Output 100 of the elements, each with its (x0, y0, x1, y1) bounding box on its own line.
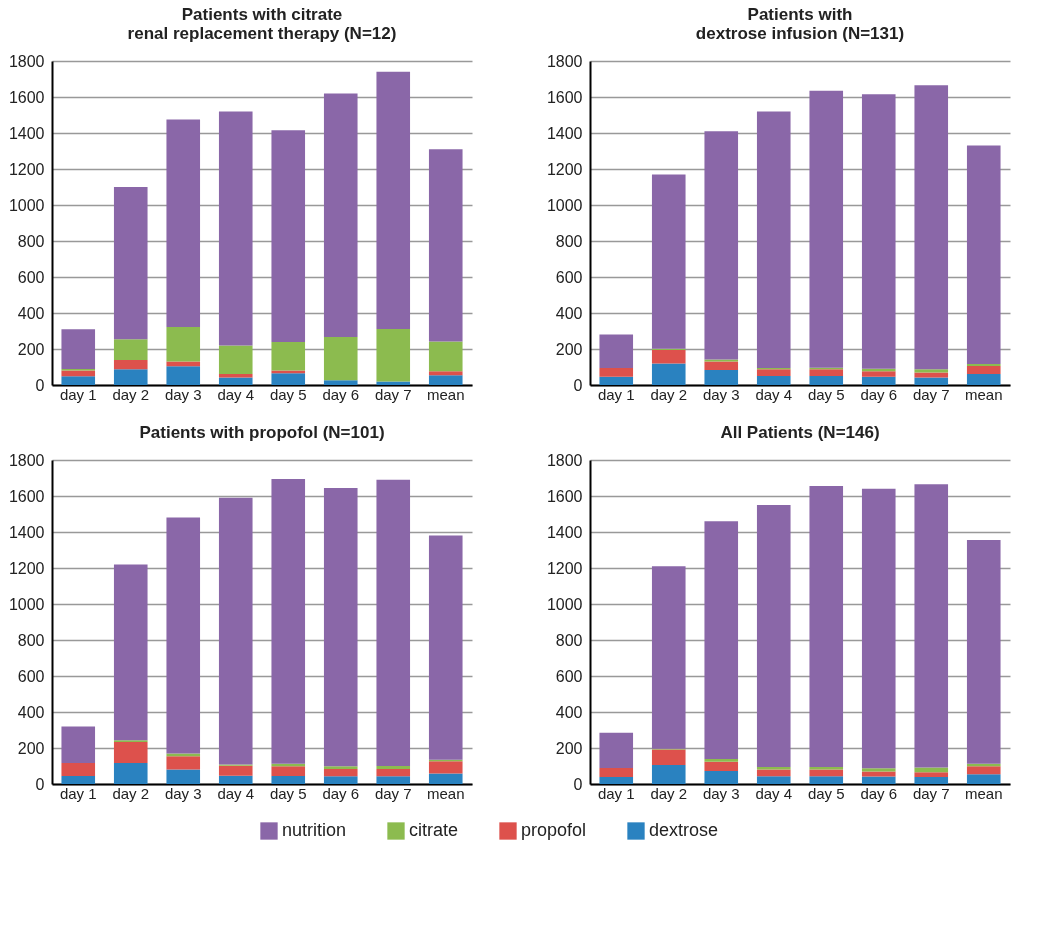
x-tick-label: day 5 (807, 784, 845, 802)
bar (271, 478, 306, 764)
bar (861, 768, 896, 772)
bar (271, 370, 306, 374)
bar (323, 380, 358, 385)
x-tick-label: day 4 (755, 784, 793, 802)
bar (323, 766, 358, 770)
y-tick-label: 0 (573, 376, 583, 394)
bar (218, 374, 253, 378)
bar (61, 370, 96, 377)
bar (704, 361, 739, 371)
x-tick-label: day 6 (860, 784, 898, 802)
bar (914, 776, 949, 784)
x-tick-label: day 4 (755, 385, 793, 403)
bar (914, 484, 949, 768)
x-tick-label: day 5 (269, 385, 307, 403)
x-tick-label: day 1 (597, 385, 635, 403)
bar (166, 517, 201, 754)
y-tick-label: 1400 (8, 523, 45, 541)
x-tick-label: day 3 (164, 784, 202, 802)
bar (376, 766, 411, 770)
bar (704, 521, 739, 759)
bar (218, 111, 253, 346)
bar (599, 767, 634, 777)
bar (599, 368, 634, 377)
bar (756, 769, 791, 777)
bar (861, 371, 896, 377)
bar (271, 766, 306, 777)
bar (966, 145, 1001, 365)
y-tick-label: 1000 (8, 196, 45, 214)
bar (651, 764, 686, 784)
bar (218, 775, 253, 784)
bar (218, 765, 253, 776)
bar (61, 329, 96, 369)
y-tick-label: 0 (35, 376, 45, 394)
y-tick-label: 600 (17, 667, 45, 685)
x-tick-label: day 6 (860, 385, 898, 403)
x-tick-label: day 7 (912, 385, 950, 403)
x-tick-label: day 2 (112, 784, 150, 802)
bar (756, 369, 791, 376)
y-tick-label: 1600 (8, 88, 45, 106)
y-tick-label: 200 (17, 739, 45, 757)
bar (966, 366, 1001, 375)
bar (428, 761, 463, 774)
x-tick-label: mean (426, 784, 465, 802)
legend-label: dextrose (649, 820, 719, 840)
y-tick-label: 1600 (8, 487, 45, 505)
chart-title: Patients with citrate renal replacement therapy (N=12) (127, 5, 397, 43)
bar (166, 327, 201, 362)
bar (861, 771, 896, 777)
x-tick-label: day 7 (912, 784, 950, 802)
bar (599, 334, 634, 369)
x-tick-label: day 1 (597, 784, 635, 802)
y-tick-label: 600 (555, 268, 583, 286)
bar (271, 373, 306, 385)
bar (914, 372, 949, 378)
bar (376, 71, 411, 330)
bar (704, 771, 739, 784)
bar (809, 486, 844, 768)
bar (966, 540, 1001, 764)
bar (61, 376, 96, 385)
bar (861, 488, 896, 769)
x-tick-label: mean (426, 385, 465, 403)
bar (166, 769, 201, 784)
x-tick-label: day 4 (217, 784, 255, 802)
y-tick-label: 800 (555, 631, 583, 649)
y-tick-label: 800 (17, 631, 45, 649)
bar (966, 766, 1001, 775)
bar (61, 762, 96, 777)
bar (756, 776, 791, 784)
y-tick-label: 400 (555, 703, 583, 721)
y-tick-label: 200 (555, 739, 583, 757)
bar (323, 487, 358, 767)
legend-label: citrate (409, 820, 459, 840)
bar (599, 776, 634, 784)
bar (914, 772, 949, 777)
bar (271, 130, 306, 342)
bar (271, 341, 306, 371)
x-tick-label: mean (964, 784, 1003, 802)
bar (914, 369, 949, 373)
bar (651, 566, 686, 749)
bar (704, 131, 739, 360)
bar (756, 376, 791, 385)
bar (861, 376, 896, 385)
y-tick-label: 1400 (8, 124, 45, 142)
x-tick-label: day 5 (269, 784, 307, 802)
bar (113, 564, 148, 741)
y-tick-label: 200 (17, 340, 45, 358)
chart-title: Patients with dextrose infusion (N=131) (695, 5, 905, 43)
bar (376, 329, 411, 382)
bar (914, 377, 949, 385)
bar (861, 776, 896, 784)
bar (651, 749, 686, 765)
x-tick-label: day 2 (112, 385, 150, 403)
bar (271, 776, 306, 784)
y-tick-label: 800 (555, 232, 583, 250)
bar (113, 762, 148, 784)
y-tick-label: 1000 (8, 595, 45, 613)
y-tick-label: 1200 (8, 559, 45, 577)
bar (651, 174, 686, 349)
